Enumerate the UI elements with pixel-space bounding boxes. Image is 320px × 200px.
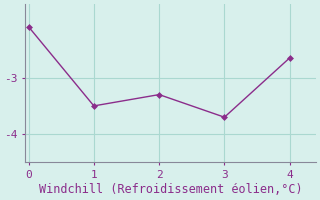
X-axis label: Windchill (Refroidissement éolien,°C): Windchill (Refroidissement éolien,°C) [39,183,302,196]
